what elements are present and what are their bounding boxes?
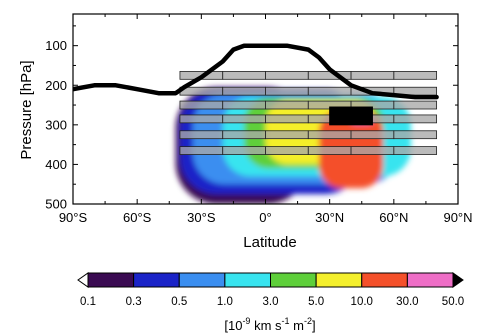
x-tick-label: 30°N	[315, 210, 344, 225]
x-tick-label: 90°S	[59, 210, 88, 225]
grid-box	[265, 100, 309, 110]
grid-box	[350, 146, 395, 155]
grid-box	[307, 146, 352, 155]
colorbar-low-triangle	[77, 272, 89, 288]
grid-box	[222, 86, 266, 96]
x-tick-label: 60°N	[379, 210, 408, 225]
x-axis: 90°S 60°S 30°S 0° 30°N 60°N 90°N	[59, 14, 473, 225]
grid-box	[179, 146, 224, 155]
y-tick-label: 200	[45, 78, 67, 93]
grid-box	[179, 100, 224, 110]
y-tick-label: 400	[45, 157, 67, 172]
y-tick-label: 300	[45, 117, 67, 132]
colorbar-segment	[133, 272, 180, 288]
grid-box	[265, 86, 309, 96]
colorbar	[77, 272, 464, 288]
colorbar-segment	[178, 272, 226, 288]
colorbar-tick-label: 0.1	[80, 296, 96, 308]
colorbar-segment	[406, 272, 454, 288]
colorbar-tick-label: 1.0	[217, 296, 233, 308]
x-tick-label: 90°N	[443, 210, 472, 225]
grid-box	[265, 130, 309, 140]
grid-box	[222, 70, 266, 80]
tropopause-line-group	[73, 43, 439, 100]
colorbar-tick-label: 30.0	[396, 296, 418, 308]
colorbar-tick-label: 0.3	[126, 296, 142, 308]
y-tick-label: 500	[45, 197, 67, 212]
tropopause-line	[73, 43, 439, 100]
grid-box	[222, 100, 266, 110]
colorbar-segment	[315, 272, 363, 288]
grid-box	[222, 130, 266, 140]
grid-box	[393, 114, 438, 124]
grid-box	[350, 70, 395, 80]
x-axis-label: Latitude	[243, 234, 296, 251]
y-axis: 100 200 300 400 500	[45, 25, 458, 212]
grid-box	[222, 114, 266, 124]
y-axis-label: Pressure [hPa]	[18, 60, 35, 159]
colorbar-high-triangle	[452, 272, 464, 288]
colorbar-units-label: [10-9 km s-1 m-2]	[224, 316, 315, 333]
colorbar-tick-label: 5.0	[308, 296, 324, 308]
grid-box	[307, 130, 352, 140]
grid-box	[222, 146, 266, 155]
grid-box	[307, 86, 352, 96]
highlight-box	[329, 106, 373, 126]
colorbar-segment	[270, 272, 317, 288]
y-tick-label: 100	[45, 38, 67, 53]
grid-box	[265, 146, 309, 155]
colorbar-tick-label: 0.5	[171, 296, 187, 308]
grid-box	[179, 130, 224, 140]
colorbar-tick-label: 50.0	[442, 296, 464, 308]
grid-box	[265, 114, 309, 124]
grid-box	[393, 146, 438, 155]
grid-box	[393, 70, 438, 80]
colorbar-tick-label: 10.0	[351, 296, 373, 308]
grid-box	[350, 130, 395, 140]
x-tick-label: 60°S	[123, 210, 152, 225]
grid-box	[393, 130, 438, 140]
colorbar-segment	[361, 272, 408, 288]
colorbar-ticks: 0.1 0.3 0.5 1.0 3.0 5.0 10.0 30.0 50.0	[80, 296, 464, 308]
colorbar-tick-label: 3.0	[263, 296, 279, 308]
grid-box	[393, 100, 438, 110]
colorbar-segment	[87, 272, 135, 288]
grid-box	[265, 70, 309, 80]
x-tick-label: 0°	[259, 210, 271, 225]
grid-box	[179, 114, 224, 124]
colorbar-segment	[224, 272, 271, 288]
x-tick-label: 30°S	[187, 210, 216, 225]
